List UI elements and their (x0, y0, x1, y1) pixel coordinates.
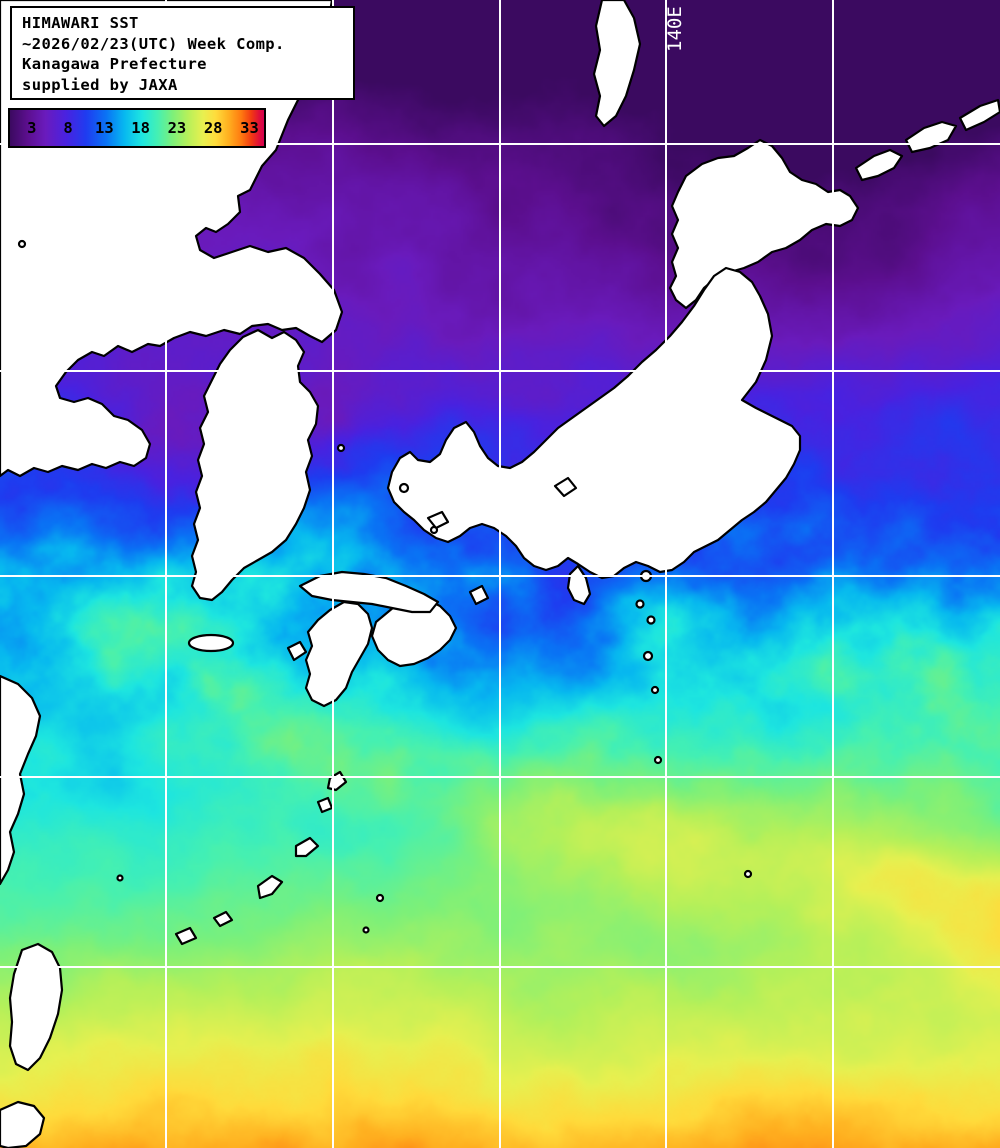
land-honshu (386, 266, 802, 580)
land-niijima (635, 599, 645, 609)
land-awaji (468, 584, 490, 606)
title-line-source: supplied by JAXA (22, 75, 178, 94)
land-kuril-islands-2 (904, 120, 958, 154)
land-kuril-islands (854, 148, 904, 182)
land-korea (190, 328, 320, 602)
land-small-island-3 (375, 893, 385, 903)
land-izu-oshima (639, 569, 653, 583)
land-small-island-7 (17, 239, 27, 249)
land-tanegashima (326, 770, 348, 792)
land-jeju (187, 633, 235, 653)
land-chugoku (298, 570, 440, 614)
land-small-island-2 (429, 525, 439, 535)
land-izu-peninsula (566, 564, 592, 606)
land-aogashima (650, 685, 660, 695)
land-hokkaido (668, 138, 860, 310)
land-miyako (212, 910, 234, 928)
land-miyakejima (646, 615, 656, 625)
land-luzon (0, 1100, 46, 1148)
title-line-product: HIMAWARI SST (22, 14, 139, 32)
land-okinawa (256, 874, 284, 900)
title-line-date: ~2026/02/23(UTC) Week Comp. (22, 34, 285, 53)
land-ulleungdo (336, 443, 346, 453)
land-yakushima (316, 796, 334, 814)
colorbar-tick-8: 8 (63, 119, 73, 137)
land-amami (294, 836, 320, 858)
land-goto (286, 640, 308, 662)
land-china-mainland (0, 674, 42, 886)
land-kyushu (304, 600, 374, 708)
colorbar-tick-labels: 3 8 13 18 23 28 33 (10, 110, 264, 146)
land-sado (553, 476, 578, 498)
colorbar-tick-28: 28 (203, 119, 223, 137)
land-sakhalin (592, 0, 642, 128)
land-torishima (653, 755, 663, 765)
land-ishigaki (174, 926, 198, 946)
land-small-island-6 (116, 874, 124, 882)
land-small-island-4 (743, 869, 753, 879)
colorbar-tick-18: 18 (131, 119, 150, 137)
colorbar-tick-33: 33 (240, 119, 259, 137)
land-small-island-5 (362, 926, 370, 934)
title-legend-box: HIMAWARI SST ~2026/02/23(UTC) Week Comp.… (10, 6, 355, 100)
colorbar-tick-23: 23 (167, 119, 187, 137)
land-hachijojima (642, 650, 654, 662)
colorbar-gradient (10, 110, 264, 146)
title-line-region: Kanagawa Prefecture (22, 55, 207, 73)
land-taiwan (8, 942, 64, 1072)
sst-colorbar: 3 8 13 18 23 28 33 (8, 108, 266, 148)
land-kuril-islands-3 (958, 98, 1000, 132)
colorbar-tick-3: 3 (27, 119, 37, 137)
colorbar-tick-13: 13 (94, 119, 114, 137)
land-oki (426, 510, 450, 530)
land-small-island-1 (398, 482, 410, 494)
